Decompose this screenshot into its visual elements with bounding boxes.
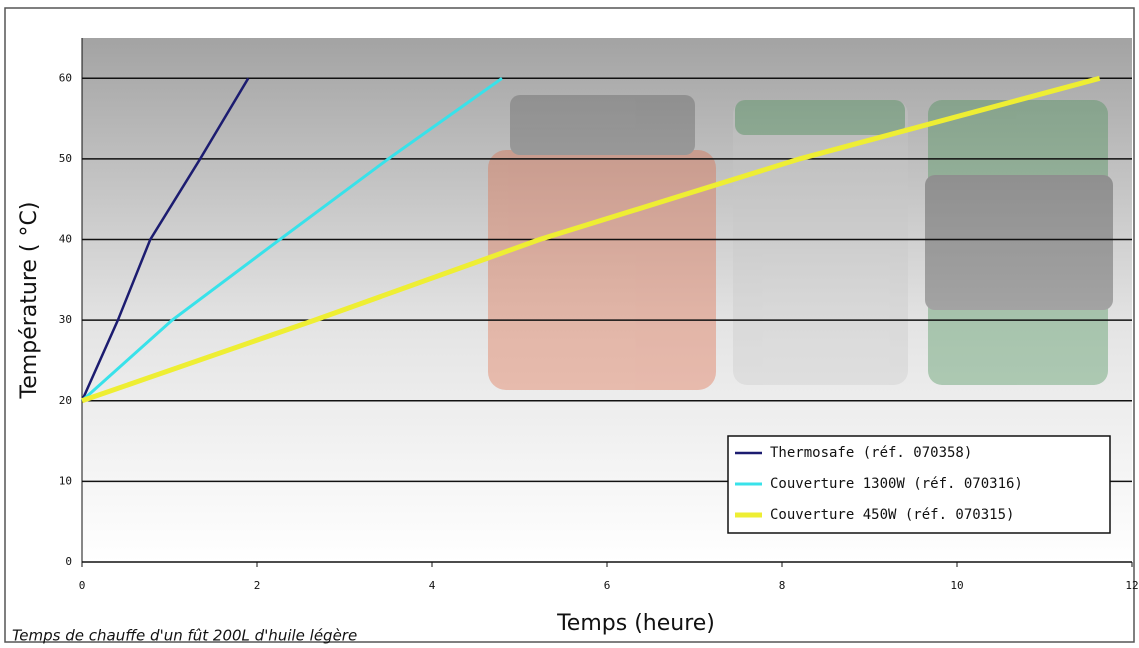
legend-box (727, 435, 1111, 534)
y-tick-label: 40 (59, 233, 72, 246)
barrel-photo (488, 95, 1113, 390)
legend-label: Couverture 1300W (réf. 070316) (770, 476, 1023, 492)
x-axis-label: Temps (heure) (556, 611, 715, 636)
x-tick-label: 10 (950, 579, 963, 592)
x-tick-label: 6 (604, 579, 611, 592)
y-tick-label: 0 (65, 555, 72, 568)
series-line (80, 77, 503, 402)
y-tick-label: 30 (59, 313, 72, 326)
series-line (81, 75, 1101, 404)
legend-label: Couverture 450W (réf. 070315) (770, 507, 1014, 523)
y-tick-label: 10 (59, 474, 72, 487)
series-line (80, 77, 250, 402)
legend-label: Thermosafe (réf. 070358) (770, 445, 972, 461)
y-axis-label: Température ( °C) (17, 202, 42, 400)
y-tick-label: 50 (59, 152, 72, 165)
x-tick-label: 12 (1125, 579, 1138, 592)
x-tick-label: 0 (79, 579, 86, 592)
x-tick-label: 4 (429, 579, 436, 592)
y-tick-label: 20 (59, 394, 72, 407)
caption: Temps de chauffe d'un fût 200L d'huile l… (12, 627, 357, 645)
x-tick-label: 2 (254, 579, 261, 592)
x-tick-label: 8 (779, 579, 786, 592)
y-tick-label: 60 (59, 71, 72, 84)
